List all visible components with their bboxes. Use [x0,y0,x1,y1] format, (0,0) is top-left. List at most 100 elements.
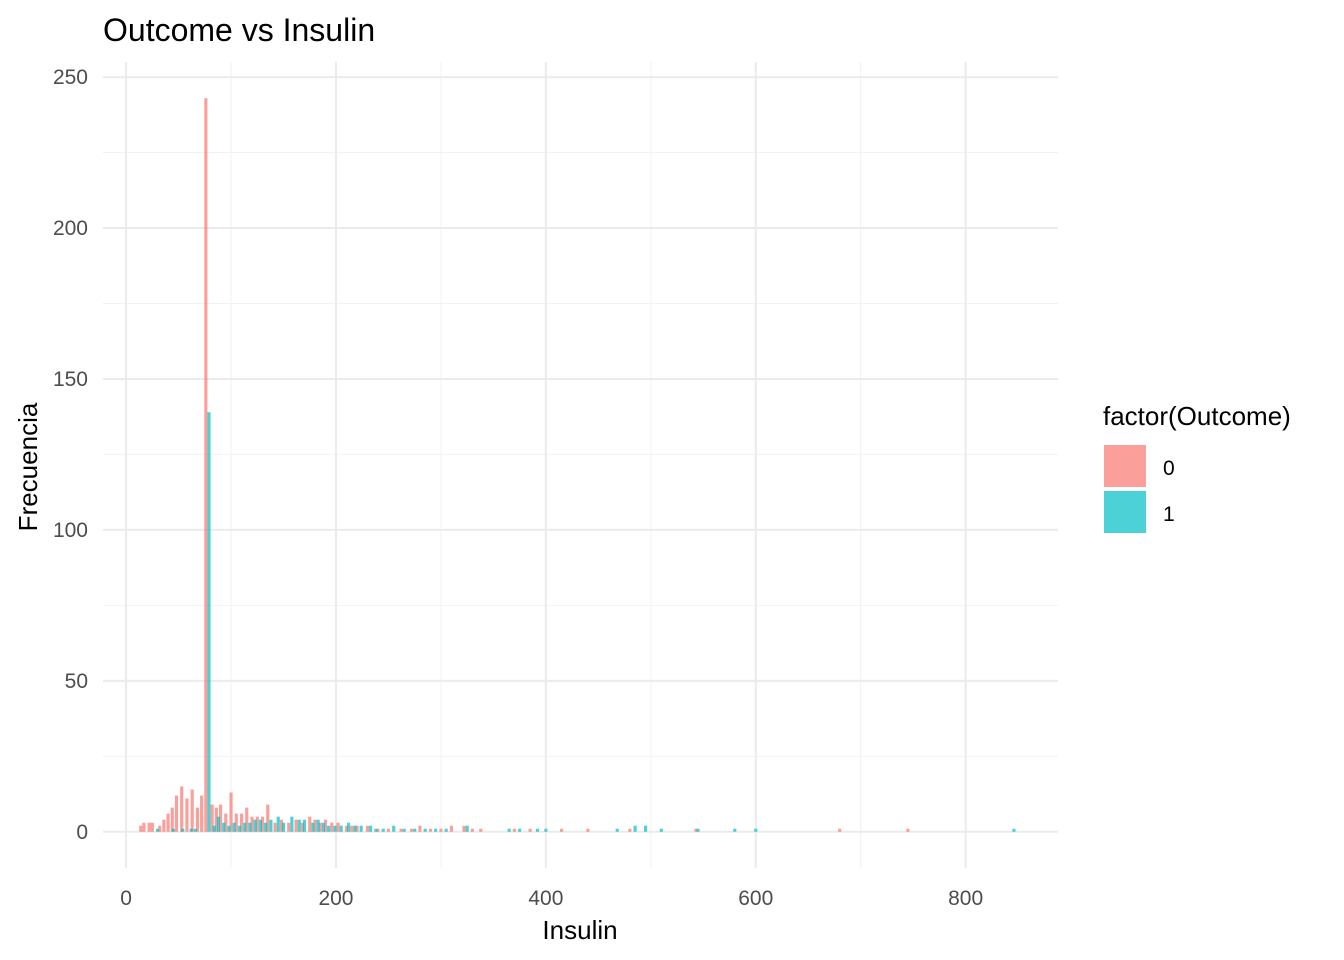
bar-outcome-1 [316,819,320,832]
bar-outcome-0 [365,825,370,832]
bar-outcome-1 [253,819,257,832]
bar-outcome-1 [518,828,522,832]
bar-outcome-1 [643,825,648,832]
bar-outcome-0 [190,789,194,832]
bar-outcome-0 [462,825,466,832]
bar-outcome-0 [260,816,265,832]
bar-outcome-1 [281,822,286,832]
bar-outcome-1 [258,819,262,832]
bar-outcome-1 [465,825,469,832]
bar-outcome-0 [479,828,483,832]
bar-outcome-0 [330,822,334,832]
bar-outcome-0 [376,828,380,832]
y-tick-label: 0 [76,821,88,844]
bar-outcome-0 [266,804,270,832]
bar-outcome-0 [279,819,283,832]
x-tick-label: 0 [120,887,132,910]
bar-outcome-1 [381,828,385,832]
bar-outcome-0 [287,822,291,832]
bar-outcome-0 [355,825,359,832]
bar-outcome-1 [193,828,197,832]
bar-outcome-0 [399,828,403,832]
bar-outcome-1 [327,825,331,832]
bar-outcome-1 [754,828,758,832]
y-tick-label: 200 [53,217,88,240]
bar-outcome-1 [374,828,378,832]
bar-outcome-0 [218,804,223,832]
bar-outcome-1 [333,825,337,832]
bar-outcome-0 [449,825,453,832]
bar-outcome-0 [838,828,842,832]
bar-outcome-1 [392,825,396,832]
major-gridlines [103,62,1058,868]
legend-label-0: 0 [1163,457,1175,480]
bar-outcome-0 [229,792,233,832]
bar-outcome-0 [162,819,166,832]
bar-outcome-0 [142,822,146,832]
bar-outcome-0 [294,819,298,832]
y-tick-label: 100 [53,519,88,542]
bar-outcome-0 [323,819,328,832]
bar-outcome-0 [308,816,312,832]
bar-outcome-0 [409,828,414,832]
bar-outcome-0 [224,813,228,832]
bar-outcome-0 [528,828,532,832]
bar-outcome-1 [232,822,236,832]
bar-outcome-0 [628,828,632,832]
x-tick-label: 800 [948,887,983,910]
bar-outcome-1 [1012,828,1016,832]
bar-outcome-1 [264,822,268,832]
bar-outcome-0 [386,828,391,832]
x-axis-title: Insulin [542,915,617,945]
bar-outcome-0 [470,828,474,832]
bar-outcome-1 [222,822,226,832]
bar-outcome-0 [344,825,349,832]
bar-outcome-1 [444,828,448,832]
bar-outcome-0 [195,807,200,832]
bar-outcome-0 [174,795,179,832]
bar-outcome-1 [243,822,247,832]
bar-outcome-0 [204,98,208,832]
bar-outcome-0 [428,828,433,832]
bar-outcome-1 [207,412,211,832]
bar-outcome-0 [166,813,170,832]
bar-outcome-0 [273,822,277,832]
bar-outcome-1 [212,825,216,832]
bar-outcome-1 [413,828,417,832]
bar-outcome-1 [276,816,280,832]
bar-outcome-0 [350,825,354,832]
bar-outcome-1 [237,825,242,832]
bar-outcome-1 [321,822,325,832]
bar-outcome-1 [696,828,700,832]
legend-label-1: 1 [1163,503,1175,526]
bar-outcome-0 [418,825,422,832]
bar-outcome-0 [158,825,162,832]
bar-outcome-1 [311,822,315,832]
x-tick-label: 400 [528,887,563,910]
legend-key-0 [1104,445,1146,487]
legend-title: factor(Outcome) [1103,401,1291,431]
bar-outcome-1 [171,828,175,832]
bar-outcome-1 [402,828,406,832]
bar-outcome-1 [535,828,540,832]
x-tick-label: 200 [318,887,353,910]
bar-outcome-1 [302,819,307,832]
bar-outcome-0 [512,828,516,832]
bar-outcome-1 [297,819,301,832]
bar-outcome-0 [214,807,218,832]
bar-outcome-1 [659,828,663,832]
bar-outcome-1 [189,828,193,832]
bar-outcome-1 [633,825,637,832]
bar-outcome-0 [586,828,590,832]
y-tick-label: 50 [65,670,88,693]
bar-outcome-0 [200,795,204,832]
bar-outcome-0 [255,816,259,832]
y-tick-label: 250 [53,66,88,89]
bar-outcome-0 [234,813,238,832]
bar-outcome-0 [694,828,698,832]
bar-outcome-1 [507,828,511,832]
y-tick-label: 150 [53,368,88,391]
bar-outcome-0 [336,822,340,832]
chart-title: Outcome vs Insulin [103,12,375,48]
